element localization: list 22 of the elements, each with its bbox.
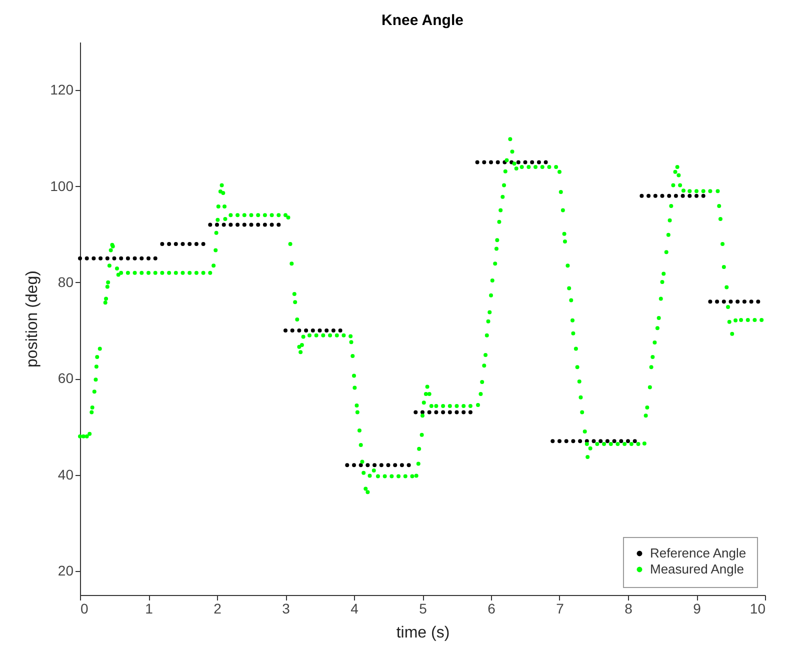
x-tick-label: 5 bbox=[419, 600, 428, 616]
y-tick-label: 120 bbox=[50, 82, 74, 98]
x-tick-label: 3 bbox=[282, 600, 290, 616]
y-tick-label: 60 bbox=[58, 370, 74, 386]
x-tick-label: 0 bbox=[80, 600, 88, 616]
chart-title: Knee Angle bbox=[382, 12, 464, 29]
y-tick-label: 40 bbox=[58, 466, 74, 482]
x-tick-label: 2 bbox=[214, 600, 222, 616]
legend-label: Measured Angle bbox=[650, 562, 744, 576]
y-tick-label: 20 bbox=[58, 562, 74, 578]
x-tick-label: 1 bbox=[145, 600, 154, 616]
x-tick-label: 6 bbox=[488, 600, 496, 616]
x-axis-title: time (s) bbox=[396, 624, 450, 642]
legend-label: Reference Angle bbox=[650, 546, 746, 560]
y-tick-label: 80 bbox=[58, 274, 74, 290]
x-tick-label: 8 bbox=[624, 600, 633, 616]
x-tick-label: 9 bbox=[693, 600, 702, 616]
x-tick-label: 7 bbox=[556, 600, 564, 616]
x-tick-label: 4 bbox=[350, 600, 359, 616]
x-tick-label: 10 bbox=[750, 600, 766, 616]
y-axis-title: position (deg) bbox=[24, 270, 42, 368]
y-tick-label: 100 bbox=[50, 178, 74, 194]
